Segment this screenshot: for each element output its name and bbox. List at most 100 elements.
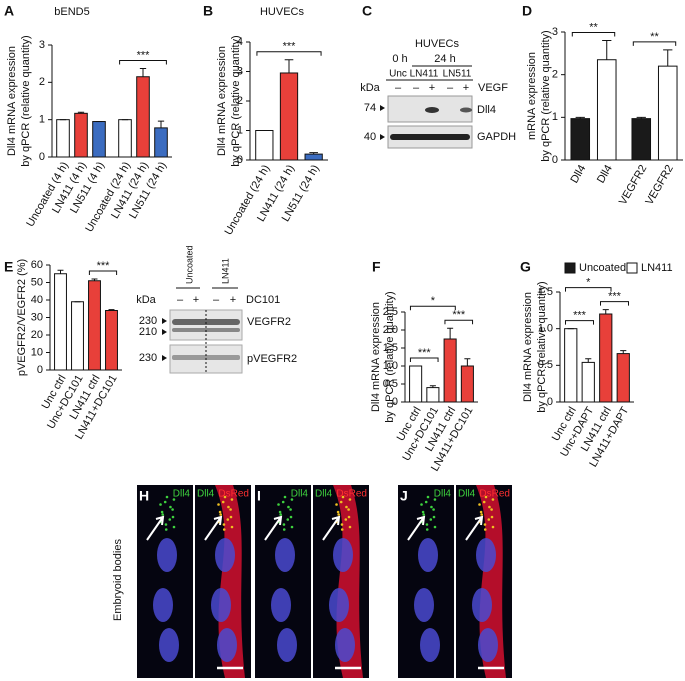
kda-label: kDa	[360, 82, 380, 94]
bar	[118, 119, 132, 158]
nucleus	[329, 588, 349, 622]
bar	[596, 59, 617, 161]
arrow	[146, 515, 165, 541]
bar	[581, 361, 595, 403]
dll4-puncta	[484, 495, 488, 499]
significance-label: ***	[283, 41, 297, 53]
significance-bracket	[571, 32, 616, 37]
dll4-puncta	[490, 515, 494, 519]
nucleus	[476, 538, 496, 572]
dll4-puncta	[229, 515, 233, 519]
sign: –	[213, 294, 220, 306]
arrow	[407, 515, 426, 541]
blot-c: C HUVECs 0 h 24 h Unc LN411 LN511 kDa – …	[360, 3, 516, 149]
dll4-puncta	[430, 505, 433, 509]
dll4-puncta	[340, 528, 344, 531]
panel-letter: I	[257, 488, 261, 504]
coating: LN411	[410, 69, 439, 80]
bar	[657, 65, 678, 161]
panel-letter: C	[362, 3, 372, 19]
protein: VEGFR2	[247, 316, 291, 328]
dll4-puncta	[219, 513, 222, 516]
nucleus	[217, 628, 237, 662]
timepoint: 24 h	[434, 53, 455, 65]
panel-letter: J	[400, 488, 408, 504]
y-tick-label: 0.5	[538, 359, 553, 371]
y-axis-label: mRNA expression	[526, 52, 538, 140]
protein: pVEGFR2	[247, 353, 297, 365]
sign: –	[447, 82, 454, 94]
y-axis-label: by qPCR (relative quantity)	[230, 35, 242, 166]
y-tick-label: 30	[31, 311, 43, 323]
bar	[154, 127, 168, 158]
channel-label: Dll4	[458, 489, 476, 500]
legend-swatch	[626, 262, 638, 274]
y-tick-label: 1.0	[383, 360, 398, 372]
significance-bracket	[88, 270, 118, 275]
bar	[88, 280, 101, 371]
dll4-puncta	[491, 525, 495, 529]
error-bar	[602, 40, 612, 60]
dll4-puncta	[171, 508, 174, 511]
y-tick-label: 0	[37, 364, 43, 376]
error-bar	[447, 327, 454, 339]
bar	[54, 273, 67, 371]
dll4-puncta	[344, 518, 348, 521]
significance-label: ***	[452, 309, 466, 321]
y-tick-label: 0	[392, 396, 398, 408]
channel-label: Dll4	[291, 489, 309, 500]
dll4-puncta	[171, 515, 175, 519]
bar	[136, 76, 150, 158]
nucleus	[215, 538, 235, 572]
nucleus	[414, 588, 434, 622]
dll4-puncta	[337, 513, 340, 516]
dll4-puncta	[164, 528, 168, 531]
y-axis-label: Dll4 mRNA expression	[6, 46, 18, 156]
dll4-puncta	[165, 495, 169, 499]
error-bar	[663, 49, 673, 67]
panel-letter: G	[520, 259, 531, 275]
channel-label: Dll4	[197, 489, 215, 500]
nucleus	[277, 628, 297, 662]
dll4-puncta	[164, 523, 168, 526]
dll4-puncta	[289, 515, 293, 519]
row-label: Embryoid bodies	[112, 539, 124, 621]
y-tick-label: 1	[552, 111, 558, 123]
protein: GAPDH	[477, 131, 516, 143]
bar	[564, 328, 578, 403]
bar	[426, 387, 440, 403]
y-tick-label: 0	[552, 154, 558, 166]
dll4-puncta	[491, 498, 495, 501]
dll4-puncta	[163, 500, 167, 504]
coating: LN411	[220, 258, 230, 284]
band	[390, 134, 470, 140]
bar	[56, 119, 70, 158]
error-bar	[602, 309, 609, 314]
bar	[409, 365, 423, 403]
dll4-puncta	[289, 508, 292, 511]
marker-arrow	[380, 105, 385, 140]
significance-label: *	[431, 295, 436, 307]
bar	[105, 310, 118, 371]
dll4-puncta	[429, 518, 433, 521]
cell-body	[333, 485, 363, 678]
nucleus	[275, 538, 295, 572]
y-tick-label: 1.5	[538, 286, 553, 298]
y-tick-label: 20	[31, 329, 43, 341]
treatment: VEGF	[478, 82, 508, 94]
dll4-puncta	[482, 500, 486, 504]
arrow	[204, 515, 223, 541]
y-tick-label: 0.5	[383, 378, 398, 390]
x-tick-label: Dll4	[568, 163, 588, 185]
error-bar	[91, 278, 98, 281]
y-axis-label: by qPCR (relative quantity)	[20, 35, 32, 166]
sign: +	[463, 82, 469, 94]
nucleus	[420, 628, 440, 662]
x-tick-label: Dll4	[595, 163, 615, 185]
dll4-puncta	[480, 513, 483, 516]
band	[425, 107, 439, 113]
dll4-puncta	[172, 498, 176, 501]
dll4-puncta	[347, 508, 350, 511]
dll4-puncta	[160, 510, 164, 514]
cell-body	[476, 485, 506, 678]
